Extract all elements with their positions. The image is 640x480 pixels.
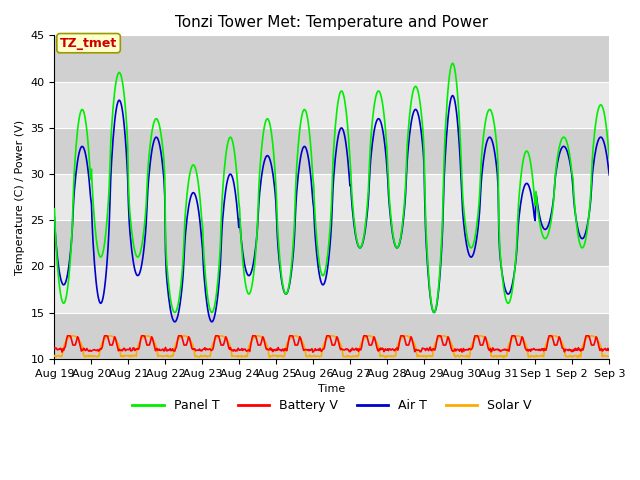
Panel T bbox=[51, 206, 58, 212]
Air T bbox=[61, 282, 68, 288]
Battery V bbox=[309, 349, 317, 355]
Air T bbox=[171, 319, 179, 325]
Air T bbox=[204, 308, 212, 313]
Battery V bbox=[417, 348, 425, 354]
Solar V bbox=[175, 336, 182, 342]
Bar bbox=[54, 36, 609, 82]
Battery V bbox=[118, 348, 126, 354]
Panel T bbox=[417, 101, 424, 107]
Panel T bbox=[605, 155, 613, 161]
Battery V bbox=[175, 333, 182, 339]
Air T bbox=[605, 172, 613, 178]
Panel T bbox=[400, 205, 408, 211]
Battery V bbox=[605, 346, 613, 352]
Y-axis label: Temperature (C) / Power (V): Temperature (C) / Power (V) bbox=[15, 120, 25, 275]
Battery V bbox=[64, 333, 72, 339]
X-axis label: Time: Time bbox=[318, 384, 346, 394]
Solar V bbox=[500, 355, 508, 360]
Legend: Panel T, Battery V, Air T, Solar V: Panel T, Battery V, Air T, Solar V bbox=[127, 395, 536, 418]
Title: Tonzi Tower Met: Temperature and Power: Tonzi Tower Met: Temperature and Power bbox=[175, 15, 488, 30]
Panel T bbox=[204, 297, 212, 302]
Panel T bbox=[171, 310, 179, 315]
Bar bbox=[54, 82, 609, 128]
Solar V bbox=[51, 353, 58, 359]
Air T bbox=[417, 121, 424, 127]
Solar V bbox=[61, 342, 68, 348]
Air T bbox=[400, 211, 408, 217]
Bar bbox=[54, 220, 609, 266]
Bar bbox=[54, 174, 609, 220]
Battery V bbox=[51, 345, 58, 351]
Line: Panel T: Panel T bbox=[54, 63, 609, 312]
Line: Battery V: Battery V bbox=[54, 336, 609, 352]
Air T bbox=[51, 215, 58, 220]
Bar bbox=[54, 312, 609, 359]
Air T bbox=[449, 93, 456, 98]
Line: Solar V: Solar V bbox=[54, 336, 609, 358]
Battery V bbox=[61, 345, 68, 350]
Solar V bbox=[118, 353, 126, 359]
Line: Air T: Air T bbox=[54, 96, 609, 322]
Bar bbox=[54, 128, 609, 174]
Panel T bbox=[61, 300, 68, 306]
Solar V bbox=[605, 354, 613, 360]
Battery V bbox=[401, 336, 408, 342]
Solar V bbox=[204, 354, 212, 360]
Solar V bbox=[400, 334, 408, 339]
Air T bbox=[118, 103, 125, 108]
Panel T bbox=[449, 60, 456, 66]
Panel T bbox=[175, 299, 182, 304]
Panel T bbox=[118, 74, 125, 80]
Battery V bbox=[204, 347, 212, 353]
Bar bbox=[54, 266, 609, 312]
Air T bbox=[175, 309, 182, 315]
Text: TZ_tmet: TZ_tmet bbox=[60, 36, 117, 49]
Solar V bbox=[417, 353, 424, 359]
Solar V bbox=[69, 333, 77, 339]
